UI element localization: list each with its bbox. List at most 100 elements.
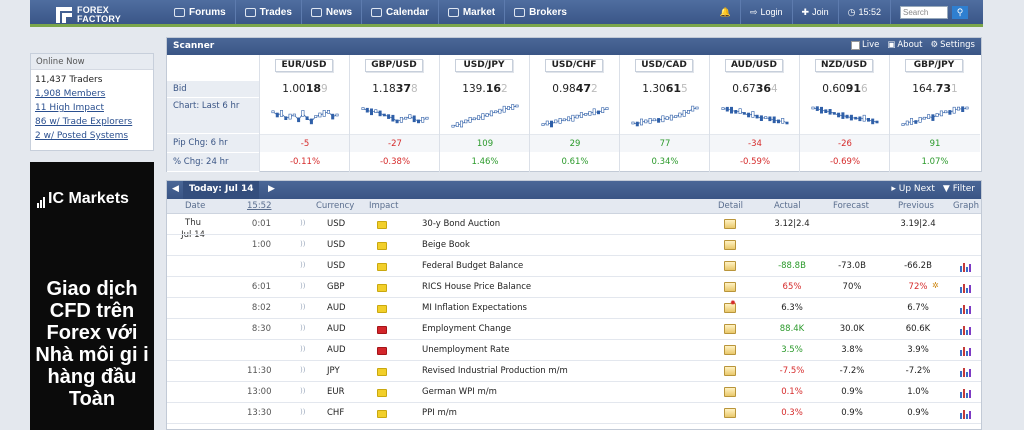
pair-name[interactable]: GBP/JPY (905, 59, 963, 72)
search-button[interactable]: ⚲ (952, 5, 968, 19)
about-button[interactable]: ▣ About (887, 40, 922, 50)
online-item-link[interactable]: 11 High Impact (35, 103, 104, 113)
online-item-link[interactable]: 2 w/ Posted Systems (35, 131, 129, 141)
high-impact-folder-icon[interactable] (377, 326, 387, 334)
sound-alert-icon[interactable]: )) (300, 219, 306, 227)
sound-alert-icon[interactable]: )) (300, 303, 306, 311)
graph-icon[interactable] (960, 325, 972, 335)
low-impact-folder-icon[interactable] (377, 242, 387, 250)
sound-alert-icon[interactable]: )) (300, 387, 306, 395)
live-toggle[interactable]: Live (850, 40, 879, 50)
col-time[interactable]: 15:52 (247, 201, 272, 211)
prev-day-arrow-icon[interactable]: ◀ (172, 184, 179, 194)
graph-icon[interactable] (960, 346, 972, 356)
pair-column-nzdusd[interactable]: NZD/USD 0.60916 -26 -0.69% (799, 55, 890, 172)
pair-name[interactable]: USD/CAD (635, 59, 693, 72)
low-impact-folder-icon[interactable] (377, 263, 387, 271)
low-impact-folder-icon[interactable] (377, 284, 387, 292)
nav-item-forums[interactable]: Forums (165, 0, 235, 24)
event-title[interactable]: Beige Book (422, 240, 470, 250)
graph-icon[interactable] (960, 388, 972, 398)
detail-folder-icon[interactable] (724, 366, 736, 376)
sound-alert-icon[interactable]: )) (300, 240, 306, 248)
ad-banner[interactable]: IC Markets Giao dịch CFD trên Forex với … (30, 162, 154, 430)
event-title[interactable]: Revised Industrial Production m/m (422, 366, 568, 376)
join-link[interactable]: ✚ Join (791, 0, 838, 24)
graph-icon[interactable] (960, 262, 972, 272)
graph-icon[interactable] (960, 304, 972, 314)
sound-alert-icon[interactable]: )) (300, 261, 306, 269)
forex-factory-logo[interactable]: FOREX FACTORY (54, 4, 121, 26)
calendar-row[interactable]: 13:00)) EUR German WPI m/m 0.1% 0.9% 1.0% (167, 382, 981, 403)
pair-column-usdjpy[interactable]: USD/JPY 139.162 109 1.46% (439, 55, 530, 172)
detail-folder-icon[interactable] (724, 219, 736, 229)
nav-item-market[interactable]: Market (437, 0, 504, 24)
next-day-arrow-icon[interactable]: ▶ (268, 184, 275, 194)
filter-button[interactable]: ▼ Filter (943, 184, 975, 194)
settings-button[interactable]: ⚙ Settings (931, 40, 976, 50)
low-impact-folder-icon[interactable] (377, 410, 387, 418)
sound-alert-icon[interactable]: )) (300, 324, 306, 332)
notifications-button[interactable]: 🔔 (711, 0, 740, 24)
low-impact-folder-icon[interactable] (377, 221, 387, 229)
detail-folder-icon[interactable] (724, 303, 736, 313)
calendar-row[interactable]: 11:30)) JPY Revised Industrial Production … (167, 361, 981, 382)
detail-folder-icon[interactable] (724, 324, 736, 334)
event-title[interactable]: RICS House Price Balance (422, 282, 532, 292)
pair-column-audusd[interactable]: AUD/USD 0.67364 -34 -0.59% (709, 55, 800, 172)
clock[interactable]: ◷ 15:52 (837, 0, 890, 24)
graph-icon[interactable] (960, 367, 972, 377)
calendar-row[interactable]: 8:30)) AUD Employment Change 88.4K 30.0K 60.6… (167, 319, 981, 340)
up-next-button[interactable]: ▸ Up Next (891, 184, 935, 194)
online-item-link[interactable]: 1,908 Members (35, 89, 106, 99)
calendar-row[interactable]: 13:30)) CHF PPI m/m 0.3% 0.9% 0.9% (167, 403, 981, 424)
detail-folder-icon[interactable] (724, 240, 736, 250)
pair-name[interactable]: AUD/USD (725, 59, 783, 72)
event-title[interactable]: Federal Budget Balance (422, 261, 524, 271)
detail-folder-icon[interactable] (724, 282, 736, 292)
event-title[interactable]: 30-y Bond Auction (422, 219, 501, 229)
detail-folder-icon[interactable] (724, 261, 736, 271)
nav-item-calendar[interactable]: Calendar (361, 0, 438, 24)
detail-folder-icon[interactable] (724, 387, 736, 397)
event-title[interactable]: PPI m/m (422, 408, 457, 418)
event-title[interactable]: Employment Change (422, 324, 512, 334)
pair-column-gbpjpy[interactable]: GBP/JPY 164.731 91 1.07% (889, 55, 980, 172)
calendar-row[interactable]: 0:01)) USD 30-y Bond Auction 3.12|2.4 3.19|2… (167, 214, 981, 235)
pair-name[interactable]: USD/JPY (455, 59, 513, 72)
live-checkbox[interactable] (850, 40, 860, 50)
search-input[interactable]: Search (900, 5, 948, 19)
nav-item-trades[interactable]: Trades (234, 0, 301, 24)
sound-alert-icon[interactable]: )) (300, 345, 306, 353)
sound-alert-icon[interactable]: )) (300, 408, 306, 416)
low-impact-folder-icon[interactable] (377, 305, 387, 313)
low-impact-folder-icon[interactable] (377, 368, 387, 376)
pair-column-eurusd[interactable]: EUR/USD 1.00189 -5 -0.11% (259, 55, 350, 172)
online-item[interactable]: 2 w/ Posted Systems (35, 129, 149, 143)
online-item[interactable]: 1,908 Members (35, 87, 149, 101)
graph-icon[interactable] (960, 409, 972, 419)
pair-column-usdcad[interactable]: USD/CAD 1.30615 77 0.34% (619, 55, 710, 172)
online-item[interactable]: 11 High Impact (35, 101, 149, 115)
pair-column-gbpusd[interactable]: GBP/USD 1.18378 -27 -0.38% (349, 55, 440, 172)
calendar-row[interactable]: 6:01)) GBP RICS House Price Balance 65% 70% 7… (167, 277, 981, 298)
calendar-row[interactable]: )) AUD Unemployment Rate 3.5% 3.8% 3.9% (167, 340, 981, 361)
detail-folder-icon[interactable] (724, 345, 736, 355)
event-title[interactable]: MI Inflation Expectations (422, 303, 527, 313)
pair-column-usdchf[interactable]: USD/CHF 0.98472 29 0.61% (529, 55, 620, 172)
high-impact-folder-icon[interactable] (377, 347, 387, 355)
detail-folder-icon[interactable] (724, 408, 736, 418)
calendar-row[interactable]: 8:02)) AUD MI Inflation Expectations ✹ 6.3% 6… (167, 298, 981, 319)
login-link[interactable]: ⇨ Login (739, 0, 792, 24)
sound-alert-icon[interactable]: )) (300, 282, 306, 290)
calendar-row[interactable]: )) USD Federal Budget Balance -88.8B -73.0B -… (167, 256, 981, 277)
calendar-row[interactable]: 1:00)) USD Beige Book (167, 235, 981, 256)
online-item[interactable]: 86 w/ Trade Explorers (35, 115, 149, 129)
online-item-link[interactable]: 86 w/ Trade Explorers (35, 117, 133, 127)
pair-name[interactable]: GBP/USD (365, 59, 423, 72)
event-title[interactable]: German WPI m/m (422, 387, 497, 397)
graph-icon[interactable] (960, 283, 972, 293)
pair-name[interactable]: EUR/USD (275, 59, 333, 72)
pair-name[interactable]: NZD/USD (815, 59, 873, 72)
event-title[interactable]: Unemployment Rate (422, 345, 510, 355)
